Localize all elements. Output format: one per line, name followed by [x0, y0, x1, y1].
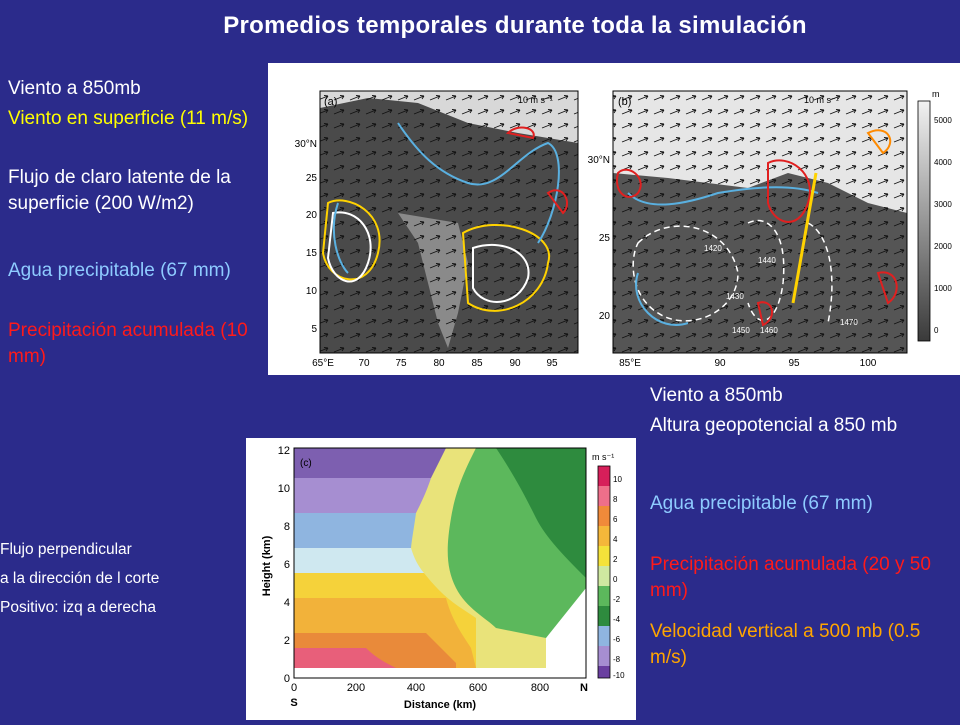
lon-tick: 90: [509, 358, 521, 369]
lon-tick: 100: [860, 358, 877, 369]
colorbar-tick: -2: [613, 595, 621, 604]
lon-tick: 90: [714, 358, 726, 369]
map-a-scale: 10 m s⁻¹: [518, 95, 553, 105]
map-b-label: (b): [618, 96, 631, 108]
y-tick: 8: [284, 521, 290, 533]
map-a-label: (a): [324, 96, 337, 108]
panel-c-ylabel: Height (km): [261, 535, 273, 596]
colorbar-tick: 0: [613, 575, 618, 584]
note-line-2: a la dirección de l corte: [0, 570, 160, 587]
map-b-contour-labels: 1420 1440 1430 1450 1460 1470: [704, 244, 858, 335]
lon-tick: 85°E: [619, 358, 641, 369]
contour-label: 1420: [704, 244, 722, 253]
map-a-lat-ticks: 30°N 25 20 15 10 5: [295, 139, 318, 335]
lat-tick: 5: [311, 324, 317, 335]
x-tick: 800: [531, 682, 549, 694]
map-b-lat-ticks: 30°N 25 20: [588, 155, 611, 322]
contour-label: 1450: [732, 326, 750, 335]
colorbar-tick: -10: [613, 671, 625, 680]
lon-tick: 80: [433, 358, 445, 369]
map-b-lon-ticks: 85°E 90 95 100: [619, 358, 877, 369]
legend-wind-850-b: Viento a 850mb: [650, 385, 783, 406]
y-tick: 2: [284, 635, 290, 647]
slide-title: Promedios temporales durante toda la sim…: [223, 12, 807, 39]
colorbar-tick: 8: [613, 495, 618, 504]
colorbar-tick: 2000: [934, 242, 952, 251]
contour-label: 1460: [760, 326, 778, 335]
lat-tick: 30°N: [588, 155, 610, 166]
y-tick: 4: [284, 597, 290, 609]
panel-c-label: (c): [300, 458, 312, 469]
colorbar-ticks: 5000 4000 3000 2000 1000 0: [934, 116, 952, 335]
note-line-3: Positivo: izq a derecha: [0, 599, 156, 616]
lon-tick: 95: [788, 358, 800, 369]
map-b-colorbar: m 5000 4000 3000 2000 1000 0: [917, 89, 952, 342]
y-tick: 0: [284, 673, 290, 685]
lat-tick: 20: [306, 210, 318, 221]
colorbar-tick: 10: [613, 475, 622, 484]
panel-c-xlabel: Distance (km): [404, 699, 476, 711]
legend-accumulated-precip: Precipitación acumulada (10 mm): [8, 320, 248, 367]
colorbar-tick: 2: [613, 555, 618, 564]
cross-section-figure: (c) Height (km) 12 10 8 6 4 2 0 0 200 40…: [261, 445, 625, 711]
x-tick: 600: [469, 682, 487, 694]
x-tick: 200: [347, 682, 365, 694]
lat-tick: 25: [306, 173, 318, 184]
lat-tick: 20: [599, 311, 611, 322]
y-tick: 10: [278, 483, 290, 495]
lat-tick: 25: [599, 233, 611, 244]
x-end-s: S: [290, 697, 297, 709]
lat-tick: 10: [306, 286, 318, 297]
colorbar-tick: -6: [613, 635, 621, 644]
colorbar-tick: 5000: [934, 116, 952, 125]
lon-tick: 95: [546, 358, 558, 369]
legend-precipitable-water-b: Agua precipitable (67 mm): [650, 493, 873, 514]
colorbar-tick: 3000: [934, 200, 952, 209]
map-a: [319, 90, 579, 354]
panel-c-y-ticks: 12 10 8 6 4 2 0: [278, 445, 290, 685]
y-tick: 12: [278, 445, 290, 457]
colorbar-tick: 4000: [934, 158, 952, 167]
legend-geopotential-height: Altura geopotencial a 850 mb: [650, 415, 898, 436]
panel-c-x-ticks: 0 200 400 600 800: [291, 682, 549, 694]
colorbar-tick: -8: [613, 655, 621, 664]
x-end-n: N: [580, 682, 588, 694]
lat-tick: 15: [306, 248, 318, 259]
note-line-1: Flujo perpendicular: [0, 541, 132, 558]
colorbar-tick: -4: [613, 615, 621, 624]
map-b: [612, 90, 908, 354]
contour-label: 1470: [840, 318, 858, 327]
map-panel: (a) 10 m s⁻¹ 30°N 25 20 15 10 5 65°E 70 …: [268, 63, 960, 375]
colorbar-unit: m s⁻¹: [592, 452, 614, 462]
legend-vertical-velocity: Velocidad vertical a 500 mb (0.5 m/s): [650, 621, 921, 668]
colorbar-tick: 6: [613, 515, 618, 524]
y-tick: 6: [284, 559, 290, 571]
map-figure: (a) 10 m s⁻¹ 30°N 25 20 15 10 5 65°E 70 …: [295, 89, 953, 369]
lon-tick: 85: [471, 358, 483, 369]
lat-tick: 30°N: [295, 139, 317, 150]
legend-precipitable-water: Agua precipitable (67 mm): [8, 260, 231, 281]
colorbar-tick: 4: [613, 535, 618, 544]
legend-latent-heat-flux: Flujo de claro latente de la superficie …: [8, 167, 231, 214]
contour-label: 1430: [726, 292, 744, 301]
contour-label: 1440: [758, 256, 776, 265]
map-b-scale: 10 m s⁻¹: [804, 95, 839, 105]
map-a-lon-ticks: 65°E 70 75 80 85 90 95: [312, 358, 558, 369]
cross-section-panel: (c) Height (km) 12 10 8 6 4 2 0 0 200 40…: [246, 438, 636, 720]
colorbar-ticks: 10 8 6 4 2 0 -2 -4 -6 -8 -10: [613, 475, 625, 680]
colorbar-tick: 0: [934, 326, 939, 335]
cross-section-plot: [293, 447, 587, 679]
panel-c-colorbar: m s⁻¹ 10 8 6 4 2 0 -2 -4 -6 -8 -10: [592, 452, 625, 680]
lon-tick: 65°E: [312, 358, 334, 369]
lon-tick: 75: [395, 358, 407, 369]
x-tick: 0: [291, 682, 297, 694]
legend-wind-850: Viento a 850mb: [8, 78, 141, 99]
colorbar-tick: 1000: [934, 284, 952, 293]
x-tick: 400: [407, 682, 425, 694]
legend-surface-wind: Viento en superficie (11 m/s): [8, 108, 249, 129]
legend-accumulated-precip-b: Precipitación acumulada (20 y 50 mm): [650, 554, 931, 601]
colorbar-unit: m: [932, 89, 940, 99]
lon-tick: 70: [358, 358, 370, 369]
